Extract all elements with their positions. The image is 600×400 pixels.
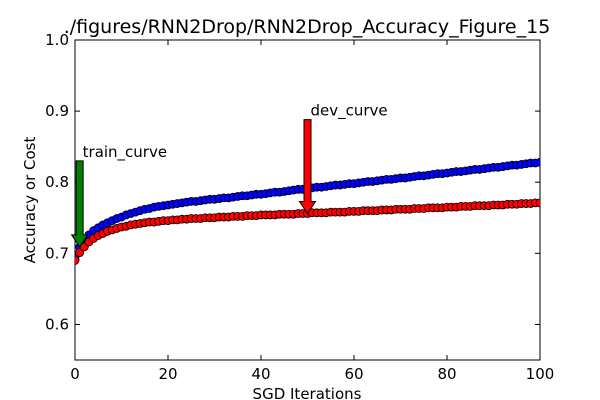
data-points xyxy=(75,157,540,265)
x-axis-label: SGD Iterations xyxy=(253,385,362,400)
y-tick-label: 0.9 xyxy=(45,102,69,120)
dev-annotation-label: dev_curve xyxy=(311,102,388,121)
x-tick-label: 0 xyxy=(70,365,80,383)
train-annotation-label: train_curve xyxy=(83,143,167,162)
x-tick-label: 20 xyxy=(158,365,177,383)
dev-annotation-arrow xyxy=(298,119,317,215)
x-tick-label: 80 xyxy=(437,365,456,383)
train-annotation-arrow xyxy=(70,160,89,248)
y-tick-label: 0.6 xyxy=(45,315,69,333)
x-tick-label: 40 xyxy=(251,365,270,383)
y-tick-label: 0.8 xyxy=(45,173,69,191)
dev-point xyxy=(75,248,85,258)
y-axis-label: Accuracy or Cost xyxy=(21,137,39,264)
y-tick-label: 0.7 xyxy=(45,244,69,262)
x-tick-label: 100 xyxy=(526,365,555,383)
chart-title: ./figures/RNN2Drop/RNN2Drop_Accuracy_Fig… xyxy=(64,16,551,38)
dev-point xyxy=(535,198,540,208)
y-tick-label: 1.0 xyxy=(45,31,69,49)
x-tick-label: 60 xyxy=(344,365,363,383)
plot-area: 0 20 40 60 80 100 0.6 0.7 0.8 0.9 1.0 train_curve de… xyxy=(45,31,554,383)
train-point xyxy=(535,157,540,167)
dev-point xyxy=(75,256,80,265)
